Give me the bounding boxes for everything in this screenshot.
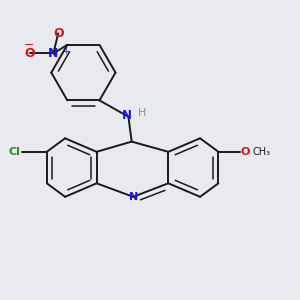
Text: N: N: [48, 47, 59, 60]
Text: +: +: [62, 46, 69, 56]
Text: CH₃: CH₃: [252, 147, 270, 157]
Text: H: H: [138, 108, 146, 118]
Text: O: O: [241, 147, 250, 157]
Text: O: O: [25, 47, 35, 60]
Text: N: N: [129, 192, 138, 202]
Text: N: N: [122, 109, 132, 122]
Text: Cl: Cl: [8, 147, 20, 157]
Text: −: −: [23, 39, 34, 52]
Text: O: O: [53, 27, 64, 40]
